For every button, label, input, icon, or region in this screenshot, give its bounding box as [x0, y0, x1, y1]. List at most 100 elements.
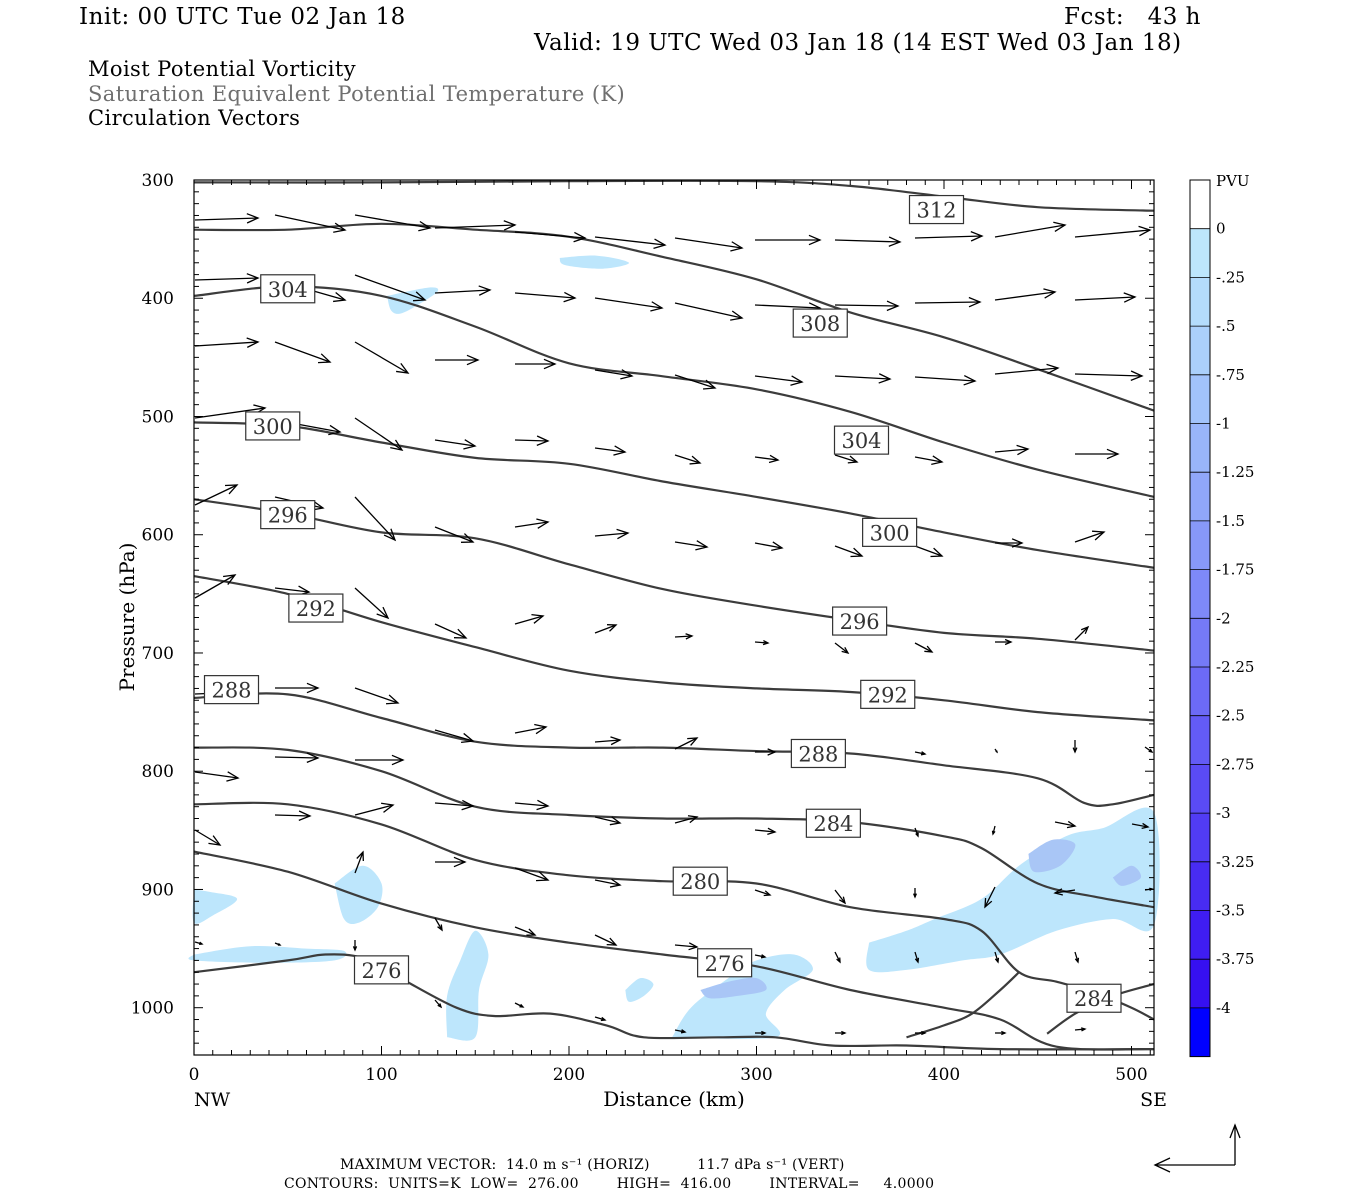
x-tick-label: 400	[928, 1065, 960, 1085]
vector-arrow	[594, 445, 627, 456]
vector-arrow	[1074, 225, 1152, 238]
vector-arrow	[835, 1030, 847, 1036]
colorbar-swatch	[1190, 813, 1210, 862]
theta-contour-308	[193, 222, 1155, 412]
vector-arrow	[194, 771, 240, 782]
colorbar-label: -3	[1216, 804, 1231, 822]
vector-arrow	[514, 799, 550, 811]
vector-arrow	[514, 1002, 525, 1008]
x-tick-label: 200	[553, 1065, 585, 1085]
vector-arrow	[434, 439, 477, 450]
colorbar-label: -.25	[1216, 268, 1245, 286]
pv-shade-mid-col	[446, 930, 489, 1041]
vector-arrow	[514, 723, 548, 735]
contour-label-text: 312	[916, 199, 956, 223]
reference-vector-icon	[1153, 1123, 1241, 1173]
vector-arrow	[514, 613, 545, 625]
vector-arrow	[674, 942, 699, 951]
colorbar-label: -2	[1216, 609, 1231, 627]
vector-arrow	[1053, 888, 1076, 896]
vector-arrow	[915, 1030, 927, 1036]
vector-arrow	[274, 341, 332, 364]
contour-label-text: 276	[361, 959, 401, 983]
valid-time: Valid: 19 UTC Wed 03 Jan 18 (14 EST Wed …	[534, 30, 1182, 56]
y-tick-label: 600	[142, 526, 174, 546]
colorbar-swatch	[1190, 861, 1210, 911]
theta-contour-304	[193, 285, 1155, 498]
contour-label-text: 280	[680, 870, 720, 894]
contour-label-text: 288	[798, 742, 838, 766]
vector-arrow	[674, 374, 717, 390]
x-tick-label: 0	[189, 1065, 200, 1085]
vector-arrow	[994, 288, 1057, 301]
vector-arrow	[194, 829, 222, 846]
vector-arrow	[1074, 1027, 1087, 1032]
field-title-vectors: Circulation Vectors	[88, 106, 301, 130]
contour-label: 312	[908, 194, 965, 225]
colorbar-swatch	[1190, 277, 1210, 327]
contour-label-text: 304	[841, 429, 881, 453]
pv-shade-dark-1	[700, 977, 767, 999]
contour-label: 296	[832, 606, 888, 636]
vector-arrow	[1144, 746, 1154, 753]
pv-shade-bottom-blob-1	[625, 977, 654, 1002]
vector-arrow	[1074, 292, 1137, 303]
vector-arrow	[352, 940, 358, 952]
vector-arrow	[754, 954, 767, 959]
colorbar-label: -3.25	[1216, 853, 1254, 871]
vector-arrow	[995, 538, 1024, 548]
vector-arrow	[674, 815, 699, 824]
contour-label: 304	[833, 425, 890, 455]
colorbar-swatch	[1190, 715, 1210, 765]
colorbar-label: -1.75	[1216, 561, 1254, 579]
vector-arrow	[274, 942, 282, 946]
vector-arrow	[914, 455, 944, 465]
vector-arrow	[834, 236, 902, 247]
vector-arrow	[514, 518, 550, 529]
vector-arrow	[754, 889, 772, 897]
vector-arrow	[1054, 820, 1077, 829]
vector-arrow	[912, 888, 918, 899]
vector-arrow	[194, 337, 260, 348]
vector-arrow	[354, 341, 410, 374]
vector-arrow	[434, 623, 468, 639]
contour-label: 292	[288, 593, 344, 623]
contour-label-text: 284	[1074, 987, 1114, 1011]
vector-arrow	[354, 417, 404, 451]
colorbar-swatch	[1190, 910, 1210, 960]
vector-arrow	[674, 454, 702, 465]
theta-contour-layer	[193, 179, 1155, 1051]
vector-arrow	[994, 951, 1000, 964]
contour-label-text: 276	[705, 952, 745, 976]
x-tick-label: 300	[740, 1065, 772, 1085]
vector-arrow	[274, 214, 347, 233]
contour-info: CONTOURS: UNITS=K LOW= 276.00 HIGH= 416.…	[284, 1176, 935, 1192]
contour-label: 300	[862, 517, 918, 547]
field-title-pv: Moist Potential Vorticity	[88, 57, 356, 81]
vector-arrow	[354, 850, 364, 874]
pv-shade-upper-blob-1	[559, 255, 630, 269]
vector-arrow	[834, 545, 864, 558]
vector-arrow	[354, 687, 400, 705]
vector-arrow	[594, 297, 664, 312]
theta-contour-292	[193, 575, 1155, 722]
pv-shade-left-blob	[192, 889, 238, 924]
vector-arrow	[994, 748, 998, 754]
vector-arrow	[514, 926, 537, 936]
contour-label: 284	[805, 808, 861, 838]
field-title-theta: Saturation Equivalent Potential Temperat…	[88, 82, 626, 106]
colorbar-label: -2.25	[1216, 658, 1254, 676]
vector-arrow	[435, 354, 480, 366]
contour-label: 276	[697, 948, 753, 978]
vector-arrow	[994, 363, 1060, 375]
colorbar-swatch	[1190, 618, 1210, 667]
colorbar-swatch	[1190, 569, 1210, 619]
vector-arrow	[674, 302, 744, 321]
colorbar-swatch	[1190, 180, 1210, 229]
contour-label: 300	[245, 411, 301, 441]
vector-arrow	[674, 633, 694, 640]
vector-arrow	[434, 999, 443, 1009]
vector-arrow	[834, 373, 892, 384]
vector-arrow	[995, 1030, 1007, 1036]
colorbar-label: -1.25	[1216, 463, 1254, 481]
